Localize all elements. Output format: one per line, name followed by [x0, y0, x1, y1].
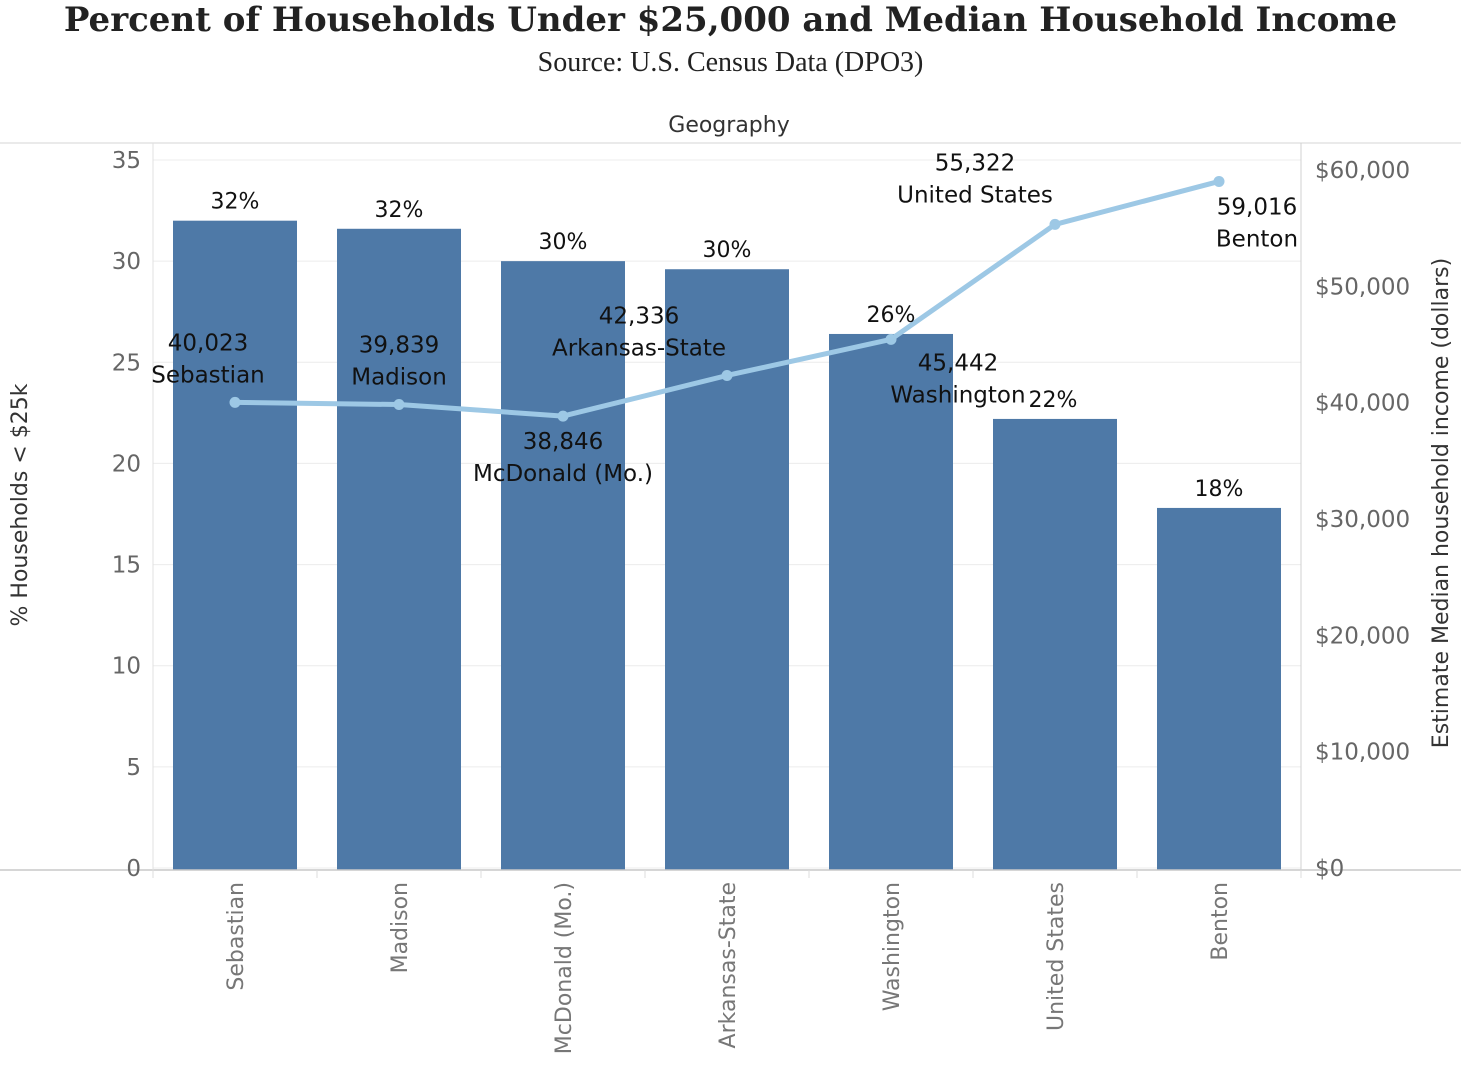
- bar-value-label: 18%: [1195, 477, 1244, 502]
- chart-text: Geography % Households < $25k Estimate Med…: [8, 113, 1454, 1054]
- y-tick-label: 30: [112, 249, 141, 275]
- line-point: [557, 410, 569, 422]
- y2-tick-label: $40,000: [1315, 391, 1410, 417]
- line-value-label: 38,846: [523, 429, 603, 455]
- x-axis-title: Geography: [668, 113, 789, 138]
- line-point: [229, 396, 241, 408]
- y-tick-label: 20: [112, 451, 141, 477]
- y2-tick-label: $10,000: [1315, 740, 1410, 766]
- line-point: [721, 369, 733, 381]
- chart-subtitle: Source: U.S. Census Data (DPO3): [537, 47, 924, 78]
- bar-series: [173, 220, 1281, 871]
- line-value-label: 40,023: [168, 330, 248, 356]
- x-tick-label: United States: [1044, 882, 1069, 1031]
- chart-title: Percent of Households Under $25,000 and …: [63, 0, 1398, 40]
- y-tick-label: 35: [112, 148, 141, 174]
- line-name-label: Washington: [890, 382, 1025, 408]
- y-tick-label: 10: [112, 654, 141, 680]
- y2-tick-label: $20,000: [1315, 623, 1410, 649]
- bar-value-label: 32%: [375, 198, 424, 223]
- line-value-label: 39,839: [359, 333, 439, 359]
- line-value-label: 55,322: [935, 150, 1015, 176]
- line-point: [1049, 218, 1061, 230]
- bar: [501, 261, 625, 871]
- line-value-label: 45,442: [918, 350, 998, 376]
- bar: [993, 418, 1117, 870]
- bar: [665, 269, 789, 871]
- line-point: [1213, 175, 1225, 187]
- line-point: [393, 399, 405, 411]
- y-tick-label: 0: [126, 856, 141, 882]
- x-tick-label: Benton: [1208, 882, 1233, 961]
- line-name-label: Madison: [351, 365, 447, 391]
- line-value-label: 59,016: [1217, 194, 1297, 220]
- y2-tick-label: $60,000: [1315, 158, 1410, 184]
- y-tick-label: 5: [126, 755, 141, 781]
- x-tick-label: McDonald (Mo.): [552, 882, 577, 1054]
- line-point: [885, 333, 897, 345]
- line-name-label: Arkansas-State: [552, 335, 726, 361]
- line-value-label: 42,336: [599, 303, 679, 329]
- bar-value-label: 22%: [1029, 388, 1078, 413]
- bar-value-label: 26%: [867, 303, 916, 328]
- bar: [829, 333, 953, 871]
- line-name-label: McDonald (Mo.): [473, 461, 653, 487]
- bar: [337, 228, 461, 870]
- y-axis-title: % Households < $25k: [8, 383, 33, 626]
- y-tick-label: 25: [112, 350, 141, 376]
- x-tick-label: Arkansas-State: [716, 882, 741, 1048]
- x-tick-label: Washington: [880, 882, 905, 1011]
- bar-value-label: 30%: [539, 230, 588, 255]
- bar: [173, 220, 297, 870]
- bar: [1157, 507, 1281, 870]
- chart-frame: [0, 142, 1461, 878]
- line-series: [229, 175, 1225, 422]
- line-name-label: Benton: [1216, 226, 1298, 252]
- y2-tick-label: $0: [1315, 856, 1344, 882]
- y2-tick-label: $30,000: [1315, 507, 1410, 533]
- x-tick-label: Sebastian: [224, 882, 249, 991]
- line-name-label: United States: [897, 182, 1053, 208]
- y-tick-label: 15: [112, 553, 141, 579]
- bar-value-label: 32%: [211, 190, 260, 215]
- bar-value-label: 30%: [703, 238, 752, 263]
- x-tick-label: Madison: [388, 882, 413, 973]
- y2-axis-title: Estimate Median household income (dollar…: [1429, 258, 1454, 748]
- y2-tick-label: $50,000: [1315, 274, 1410, 300]
- line-name-label: Sebastian: [151, 362, 265, 388]
